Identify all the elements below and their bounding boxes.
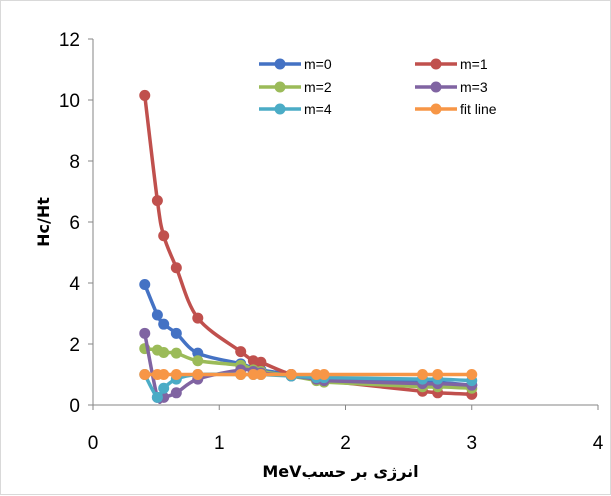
data-point: [247, 369, 259, 380]
x-axis-title: انرژی بر حسبMeV: [262, 462, 418, 481]
data-point: [318, 369, 330, 380]
legend-item: m=0: [259, 56, 332, 72]
data-point: [158, 347, 170, 359]
data-point: [170, 327, 182, 339]
axes: [88, 38, 599, 410]
data-point: [235, 346, 247, 358]
legend-item: m=4: [259, 101, 332, 117]
data-point: [158, 318, 170, 330]
data-point: [192, 312, 204, 324]
data-point: [139, 327, 151, 339]
legend-item: m=3: [415, 79, 488, 95]
data-point: [170, 347, 182, 359]
legend: m=0 m=1 m=2 m=3 m=4 fit line: [259, 56, 497, 117]
y-tick-label: 12: [59, 30, 80, 51]
data-point: [170, 387, 182, 399]
legend-swatch-marker: [274, 103, 286, 115]
data-point: [432, 369, 444, 380]
y-tick-label: 0: [69, 396, 80, 417]
data-point: [139, 279, 151, 291]
legend-label: m=2: [304, 79, 332, 95]
data-point: [192, 355, 204, 367]
legend-label: m=4: [304, 101, 332, 117]
data-point: [139, 369, 151, 380]
legend-label: m=0: [304, 56, 332, 72]
legend-swatch-marker: [430, 81, 442, 93]
y-tick-label: 6: [69, 213, 80, 234]
y-tick-label: 8: [69, 152, 80, 173]
data-point: [170, 262, 182, 274]
data-point: [192, 347, 204, 359]
data-point: [417, 369, 429, 380]
x-tick-label: 3: [466, 433, 477, 454]
legend-item: m=2: [259, 79, 332, 95]
data-point: [285, 369, 297, 380]
data-point: [151, 391, 163, 403]
data-point: [170, 369, 182, 380]
x-tick-label: 0: [88, 433, 99, 454]
series-layer: [139, 89, 478, 405]
legend-label: m=1: [460, 56, 488, 72]
y-tick-label: 4: [69, 274, 80, 295]
data-point: [310, 369, 322, 380]
data-point: [192, 369, 204, 380]
legend-label: fit line: [460, 101, 497, 117]
data-point: [255, 369, 267, 380]
legend-item: m=1: [415, 56, 488, 72]
x-tick-label: 1: [214, 433, 225, 454]
legend-swatch-marker: [430, 103, 442, 115]
series-fit-line: [139, 369, 478, 380]
legend-swatch-marker: [274, 58, 286, 70]
y-tick-label: 2: [69, 335, 80, 356]
data-point: [158, 230, 170, 242]
data-point: [158, 382, 170, 394]
series-m-1: [139, 89, 478, 400]
x-tick-label: 4: [593, 433, 604, 454]
data-point: [151, 309, 163, 321]
data-point: [139, 89, 151, 101]
data-point: [151, 195, 163, 207]
legend-label: m=3: [460, 79, 488, 95]
data-point: [255, 356, 267, 368]
legend-item: fit line: [415, 101, 497, 117]
data-point: [235, 369, 247, 380]
x-tick-label: 2: [340, 433, 351, 454]
y-tick-label: 10: [59, 91, 80, 112]
data-point: [466, 369, 478, 380]
legend-swatch-marker: [274, 81, 286, 93]
y-axis-title: Hc/Ht: [34, 197, 53, 247]
legend-swatch-marker: [430, 58, 442, 70]
data-point: [158, 369, 170, 380]
